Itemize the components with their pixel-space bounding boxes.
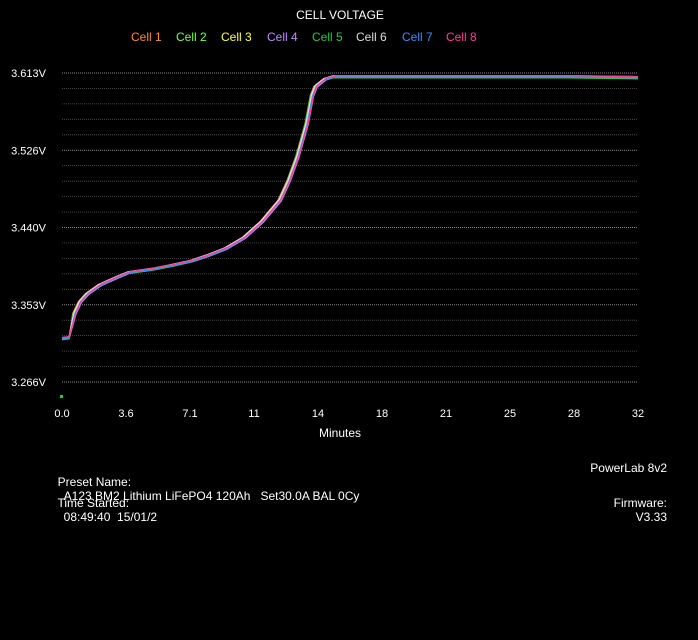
legend-item: Cell 3 [221,30,252,44]
firmware-row: Firmware: V3.33 [607,482,667,524]
y-tick-label: 3.266V [11,377,47,389]
y-tick-label: 3.526V [11,145,47,157]
preset-value: A123 BM2 Lithium LiFePO4 120Ah Set30.0A … [63,489,360,503]
x-tick-label: 14 [312,408,324,420]
series-line [61,76,639,340]
x-tick-label: 18 [376,408,388,420]
series-line [61,77,639,341]
x-axis-label: Minutes [319,426,361,440]
y-tick-label: 3.440V [11,223,47,235]
x-tick-label: 28 [568,408,580,420]
chart-title: CELL VOLTAGE [296,8,384,22]
chart-grid [62,72,638,383]
y-tick-label: 3.353V [11,300,47,312]
origin-marker [60,395,63,398]
y-axis: 3.613V 3.526V 3.440V 3.353V 3.266V [11,68,47,389]
device-name: PowerLab 8v2 [590,461,667,475]
time-value: 08:49:40 15/01/2 [63,510,158,524]
x-tick-label: 21 [440,408,452,420]
x-tick-label: 25 [504,408,516,420]
x-tick-label: 7.1 [182,408,197,420]
legend-item: Cell 1 [131,30,162,44]
time-label: Time Started: [57,496,130,510]
series-line [61,75,639,339]
legend-item: Cell 7 [402,30,433,44]
firmware-value: V3.33 [635,510,667,524]
legend-item: Cell 4 [267,30,298,44]
preset-row: Preset Name: A123 BM2 Lithium LiFePO4 12… [51,461,360,503]
legend-item: Cell 5 [312,30,343,44]
x-tick-label: 0.0 [54,408,69,420]
series-line [61,75,639,340]
x-tick-label: 11 [248,408,259,420]
y-tick-label: 3.613V [11,68,47,80]
legend-item: Cell 2 [176,30,207,44]
legend-item: Cell 6 [356,30,387,44]
series-lines [60,75,639,398]
legend-item: Cell 8 [446,30,477,44]
chart-legend: Cell 1 Cell 2 Cell 3 Cell 4 Cell 5 Cell 6 Cell… [131,30,477,44]
series-line [61,75,639,339]
time-row: Time Started: 08:49:40 15/01/2 [51,482,157,524]
x-axis: 0.0 3.6 7.1 11 14 18 21 25 28 32 [54,408,644,420]
series-line [61,76,639,340]
series-line [61,76,639,340]
firmware-label: Firmware: [613,496,667,510]
preset-label: Preset Name: [57,475,132,489]
x-tick-label: 32 [632,408,644,420]
series-line [61,75,639,339]
x-tick-label: 3.6 [118,408,133,420]
